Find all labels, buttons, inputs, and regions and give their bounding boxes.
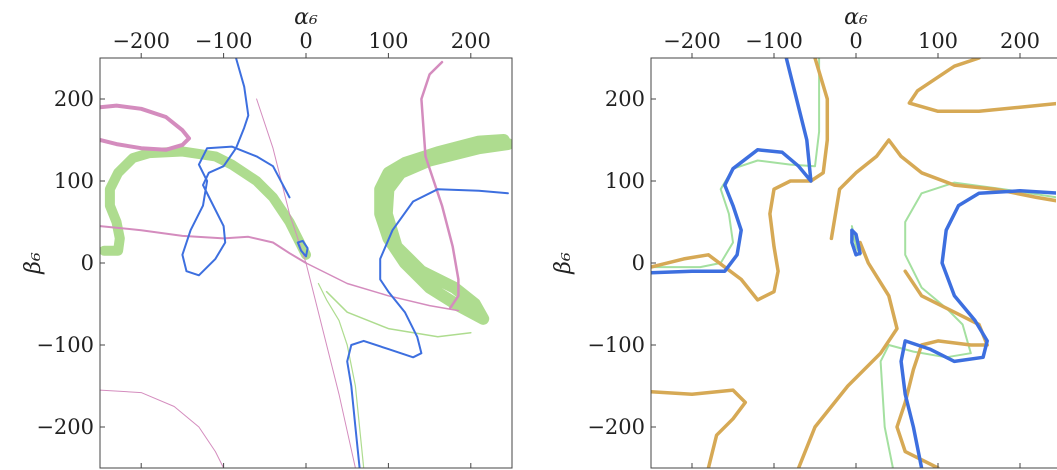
left-y-ticks: 200 100 0 −100 −200	[36, 87, 105, 439]
left-plot-area	[100, 58, 512, 468]
curve-series-1-3	[305, 262, 460, 312]
curve-series-1-6	[100, 389, 225, 468]
curve-series-1-1	[651, 58, 830, 302]
x-tick-label: 0	[849, 29, 862, 53]
curve-series-2-1	[850, 228, 862, 257]
x-tick-label: −100	[195, 29, 253, 53]
curve-series-2-2	[346, 188, 509, 468]
x-tick-label: 0	[299, 29, 312, 53]
right-x-axis-label: α₆	[844, 5, 868, 30]
y-tick-label: 0	[632, 251, 645, 275]
curve-series-2-0	[181, 58, 291, 277]
y-tick-label: 200	[605, 87, 645, 111]
x-tick-label: 200	[451, 29, 491, 53]
y-tick-label: 100	[605, 169, 645, 193]
right-axes-frame	[650, 57, 1057, 469]
y-tick-label: −200	[587, 415, 645, 439]
left-x-ticks: −200 −100 0 100 200	[112, 29, 491, 468]
right-x-ticks: −200 −100 0 100 200	[663, 29, 1040, 468]
curve-series-2-0	[651, 58, 813, 275]
curve-series-1-5	[305, 262, 356, 468]
left-x-axis-label: α₆	[294, 5, 318, 30]
curve-series-0-2	[879, 181, 1056, 468]
x-tick-label: 100	[368, 29, 408, 53]
curve-series-1-1	[100, 225, 307, 264]
curve-series-2-1	[296, 239, 309, 258]
right-panel: −200 −100 0 100 200 200 100 0 −100 −200 α₆ β₆	[551, 5, 1057, 469]
curve-series-1-2	[420, 60, 460, 310]
x-tick-label: 100	[918, 29, 958, 53]
curve-series-0-1	[374, 134, 512, 325]
right-y-ticks: 200 100 0 −100 −200	[587, 87, 656, 439]
curve-series-0-0	[100, 146, 311, 260]
left-panel: −200 −100 0 100 200 200 100 0 −100 −200 α₆ β₆	[21, 5, 513, 469]
curve-series-1-3	[895, 269, 989, 468]
curve-series-1-4	[907, 58, 1056, 114]
y-tick-label: 100	[54, 169, 94, 193]
curve-series-1-2	[829, 138, 1056, 241]
curve-series-0-3	[325, 290, 472, 338]
curve-series-1-0	[100, 103, 191, 152]
y-tick-label: 200	[54, 87, 94, 111]
y-tick-label: 0	[81, 251, 94, 275]
curve-series-2-2	[899, 189, 1056, 468]
curve-series-0-2	[317, 282, 365, 468]
right-y-axis-label: β₆	[551, 252, 576, 275]
left-y-axis-label: β₆	[21, 252, 46, 275]
y-tick-label: −100	[36, 333, 94, 357]
curve-series-1-5	[796, 240, 899, 468]
x-tick-label: −200	[663, 29, 721, 53]
x-tick-label: −100	[745, 29, 803, 53]
x-tick-label: 200	[1000, 29, 1040, 53]
y-tick-label: −100	[587, 333, 645, 357]
curve-series-1-0	[651, 388, 748, 468]
x-tick-label: −200	[112, 29, 170, 53]
y-tick-label: −200	[36, 415, 94, 439]
right-plot-area	[651, 58, 1056, 468]
